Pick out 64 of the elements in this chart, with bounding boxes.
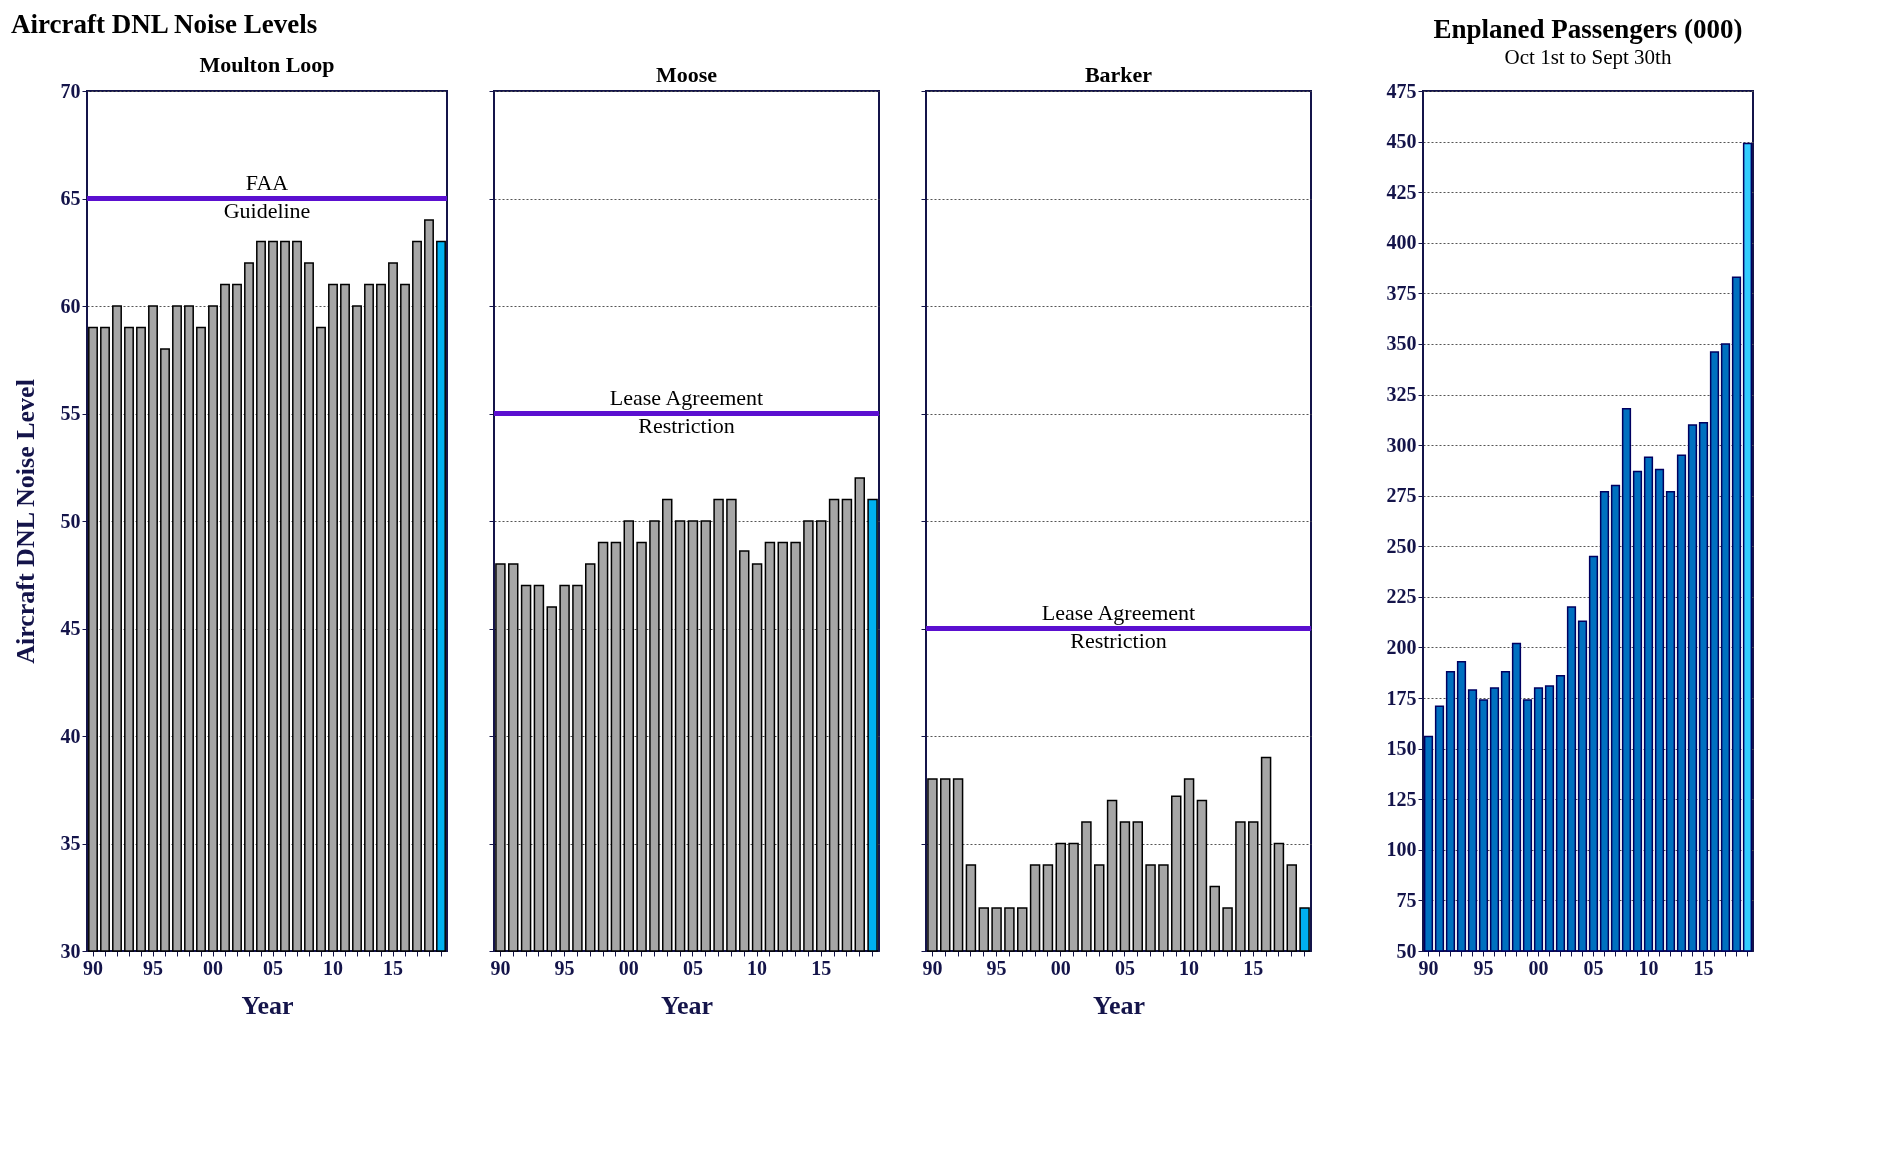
x-tick-label: 05 bbox=[682, 956, 703, 979]
x-tick-label: 95 bbox=[986, 956, 1007, 979]
x-axis-title: Year bbox=[661, 990, 713, 1020]
x-tick-label: 90 bbox=[1418, 956, 1439, 979]
x-tick-label: 95 bbox=[1473, 956, 1494, 979]
y-tick-label: 60 bbox=[60, 294, 81, 317]
ref-line-label: Lease Agreement Restriction bbox=[1041, 599, 1196, 653]
x-tick-label: 10 bbox=[747, 956, 768, 979]
y-tick-label: 150 bbox=[1386, 737, 1417, 760]
ref-line-label: Lease Agreement Restriction bbox=[609, 384, 764, 438]
x-tick-label: 10 bbox=[1638, 956, 1659, 979]
x-tick-label: 00 bbox=[618, 956, 639, 979]
chart-title: Enplaned Passengers (000) bbox=[1433, 14, 1743, 44]
ref-line-label: FAA Guideline bbox=[223, 169, 311, 223]
x-tick-label: 15 bbox=[1693, 956, 1714, 979]
y-tick-label: 250 bbox=[1386, 534, 1417, 557]
y-tick-label: 65 bbox=[60, 187, 81, 209]
y-tick-label: 450 bbox=[1386, 130, 1417, 153]
x-tick-label: 10 bbox=[1179, 956, 1200, 979]
x-tick-label: 90 bbox=[490, 956, 511, 979]
y-tick-label: 275 bbox=[1386, 484, 1417, 507]
y-tick-label: 100 bbox=[1386, 838, 1417, 861]
y-tick-label: 225 bbox=[1386, 585, 1417, 608]
y-tick-label: 325 bbox=[1386, 383, 1417, 406]
x-tick-label: 10 bbox=[323, 956, 343, 979]
x-tick-label: 90 bbox=[83, 956, 103, 979]
y-axis-title: Aircraft DNL Noise Level bbox=[10, 379, 40, 664]
x-tick-label: 00 bbox=[1528, 956, 1549, 979]
y-tick-label: 45 bbox=[60, 617, 81, 639]
y-tick-label: 50 bbox=[60, 509, 81, 532]
x-tick-label: 90 bbox=[922, 956, 943, 979]
y-tick-label: 350 bbox=[1386, 332, 1417, 355]
y-tick-label: 400 bbox=[1386, 231, 1417, 254]
x-tick-label: 15 bbox=[811, 956, 832, 979]
y-tick-label: 300 bbox=[1386, 433, 1417, 456]
x-tick-label: 05 bbox=[263, 956, 283, 979]
x-tick-label: 00 bbox=[203, 956, 223, 979]
x-axis-title: Year bbox=[1093, 990, 1145, 1020]
x-tick-label: 05 bbox=[1114, 956, 1135, 979]
chart-subtitle: Moulton Loop bbox=[199, 52, 335, 77]
x-tick-label: 95 bbox=[554, 956, 575, 979]
y-tick-label: 50 bbox=[1396, 939, 1417, 962]
chart-subtitle: Oct 1st to Sept 30th bbox=[1504, 45, 1672, 69]
x-tick-label: 15 bbox=[383, 956, 403, 979]
x-tick-label: 00 bbox=[1050, 956, 1071, 979]
y-tick-label: 375 bbox=[1386, 281, 1417, 304]
y-tick-label: 200 bbox=[1386, 635, 1417, 658]
x-tick-label: 15 bbox=[1243, 956, 1264, 979]
y-tick-label: 55 bbox=[60, 402, 81, 424]
y-tick-label: 35 bbox=[60, 832, 81, 854]
y-tick-label: 475 bbox=[1386, 79, 1417, 102]
y-tick-label: 70 bbox=[60, 79, 81, 102]
y-tick-label: 125 bbox=[1386, 787, 1417, 810]
x-axis-title: Year bbox=[241, 990, 294, 1020]
y-tick-label: 75 bbox=[1396, 888, 1417, 911]
y-tick-label: 40 bbox=[60, 724, 81, 747]
y-tick-label: 30 bbox=[60, 939, 81, 962]
chart-title: Aircraft DNL Noise Levels bbox=[11, 9, 318, 39]
y-tick-label: 425 bbox=[1386, 180, 1417, 203]
x-tick-label: 05 bbox=[1583, 956, 1604, 979]
x-tick-label: 95 bbox=[143, 956, 163, 979]
chart-subtitle: Barker bbox=[1084, 61, 1153, 87]
chart-subtitle: Moose bbox=[655, 61, 718, 87]
y-tick-label: 175 bbox=[1386, 686, 1417, 709]
